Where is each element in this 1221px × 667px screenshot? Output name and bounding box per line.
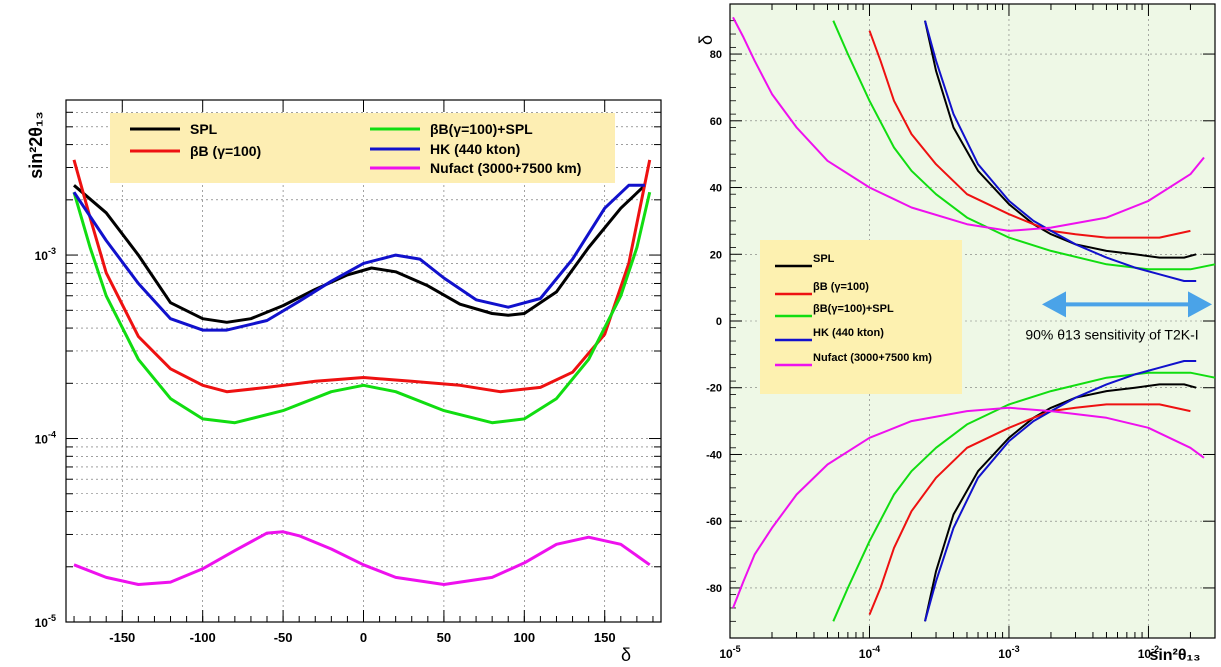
right-x-tick-label: 10-2 xyxy=(1138,644,1159,661)
left-series-line xyxy=(73,184,646,324)
left-y-tick-label-base: 10 xyxy=(35,616,49,630)
right-series-lower-line xyxy=(868,403,1191,615)
left-y-tick-label-base: 10 xyxy=(35,249,49,263)
right-x-tick-label-exp: -3 xyxy=(1012,644,1020,654)
right-x-tick-label-exp: -2 xyxy=(1151,644,1159,654)
sensitivity-annotation: 90% θ13 sensitivity of T2K-I xyxy=(1025,326,1198,342)
left-series-line xyxy=(72,191,652,425)
right-legend-label: βB (γ=100) xyxy=(813,281,869,293)
left-x-tick-label: 50 xyxy=(437,630,451,645)
right-y-tick-label: 20 xyxy=(710,249,722,261)
left-frame xyxy=(65,99,662,623)
left-legend-label: βB (γ=100) xyxy=(190,143,261,159)
left-legend-label: HK (440 kton) xyxy=(430,141,520,157)
right-y-tick-label: -60 xyxy=(706,516,722,528)
left-y-tick-label-base: 10 xyxy=(35,433,49,447)
right-y-tick-label: 80 xyxy=(710,49,722,61)
left-y-tick-label: 10-4 xyxy=(35,430,56,447)
right-x-tick-label: 10-3 xyxy=(998,644,1019,661)
right-series-upper-line xyxy=(868,30,1191,239)
right-x-tick-label-base: 10 xyxy=(859,647,873,661)
right-x-axis-title: sin²θ₁₃ xyxy=(1149,647,1200,664)
right-series-lower-line xyxy=(832,371,1216,622)
right-series-upper-line xyxy=(924,20,1197,259)
sensitivity-arrow-left-head xyxy=(1042,291,1066,318)
right-series-upper-line xyxy=(732,16,1205,232)
right-frame xyxy=(729,3,1216,639)
right-series-lower-line xyxy=(924,383,1197,622)
left-y-tick-label: 10-5 xyxy=(35,613,56,630)
left-series-line xyxy=(73,530,651,586)
right-legend-label: SPL xyxy=(813,253,835,265)
right-legend-label: HK (440 kton) xyxy=(813,327,884,339)
left-x-tick-label: -150 xyxy=(109,630,135,645)
right-x-tick-label: 10-5 xyxy=(719,644,740,661)
right-x-tick-label-base: 10 xyxy=(719,647,733,661)
right-y-tick-label: 0 xyxy=(716,316,722,328)
right-legend-label: βB(γ=100)+SPL xyxy=(813,303,894,315)
right-x-tick-label-base: 10 xyxy=(1138,647,1152,661)
right-series-upper-line xyxy=(832,20,1216,271)
left-y-tick-label-exp: -3 xyxy=(48,246,56,256)
left-series-line xyxy=(72,183,645,332)
right-x-tick-label-exp: -4 xyxy=(872,644,880,654)
right-x-tick-label-exp: -5 xyxy=(733,644,741,654)
left-x-axis-title: δ xyxy=(621,645,631,665)
left-y-tick-label-exp: -5 xyxy=(48,613,56,623)
left-x-tick-label: 100 xyxy=(513,630,535,645)
left-y-tick-label: 10-3 xyxy=(35,246,56,263)
right-series-lower-line xyxy=(732,406,1205,609)
left-x-tick-label: -100 xyxy=(190,630,216,645)
left-x-tick-label: -50 xyxy=(274,630,293,645)
left-legend-label: βB(γ=100)+SPL xyxy=(430,121,533,137)
right-y-tick-label: -20 xyxy=(706,383,722,395)
right-x-tick-label-base: 10 xyxy=(998,647,1012,661)
left-x-tick-label: 150 xyxy=(594,630,616,645)
left-series-line xyxy=(72,159,652,394)
left-legend xyxy=(110,113,615,183)
right-y-tick-label: 60 xyxy=(710,116,722,128)
right-series-upper-line xyxy=(924,20,1197,282)
left-chart: -150 -100 -50 0 50 100 15010-510-410-3δsin²2θ₁… xyxy=(26,99,662,665)
right-y-tick-label: -40 xyxy=(706,449,722,461)
left-legend-label: Nufact (3000+7500 km) xyxy=(430,160,581,176)
right-x-tick-label: 10-4 xyxy=(859,644,880,661)
left-y-axis-title: sin²2θ₁₃ xyxy=(26,111,46,179)
left-x-tick-label: 0 xyxy=(360,630,367,645)
sensitivity-arrow-right-head xyxy=(1188,291,1212,318)
right-y-tick-label: -80 xyxy=(706,583,722,595)
left-legend-label: SPL xyxy=(190,121,218,137)
left-y-tick-label-exp: -4 xyxy=(48,430,56,440)
right-legend-label: Nufact (3000+7500 km) xyxy=(813,352,932,364)
right-y-axis-title: δ xyxy=(696,35,716,45)
right-y-tick-label: 40 xyxy=(710,183,722,195)
